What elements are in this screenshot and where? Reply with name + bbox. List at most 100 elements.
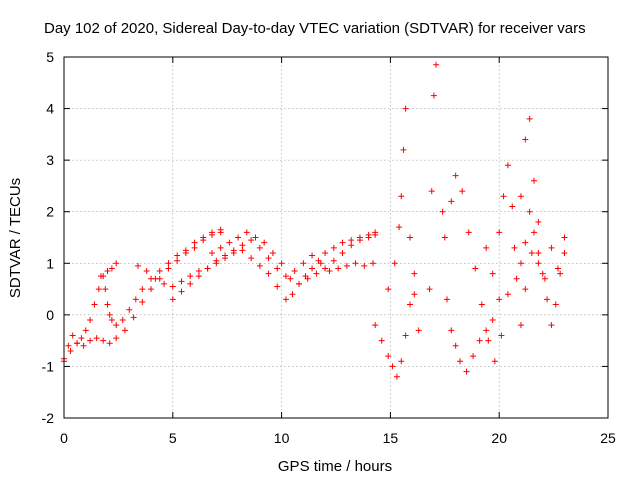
- data-point: [441, 234, 448, 241]
- data-point: [496, 229, 503, 236]
- data-point: [348, 237, 355, 244]
- y-tick-label: 0: [46, 307, 54, 323]
- data-point: [470, 353, 477, 360]
- x-tick-label: 0: [60, 430, 68, 446]
- data-point: [239, 247, 246, 254]
- data-point: [531, 177, 538, 184]
- data-point: [463, 368, 470, 375]
- data-point: [191, 244, 198, 251]
- data-point: [522, 136, 529, 143]
- data-point: [182, 247, 189, 254]
- data-point: [195, 268, 202, 275]
- data-point: [472, 265, 479, 272]
- data-point: [548, 244, 555, 251]
- data-point: [165, 260, 172, 267]
- y-tick-label: 5: [46, 49, 54, 65]
- series-track-track-b: [61, 229, 224, 362]
- data-point: [78, 335, 85, 342]
- data-point: [361, 262, 368, 269]
- data-point: [100, 337, 107, 344]
- data-point: [528, 249, 535, 256]
- data-point: [108, 317, 115, 324]
- series-track-track-c: [97, 226, 224, 329]
- data-point: [322, 249, 329, 256]
- data-point: [222, 252, 229, 259]
- data-point: [389, 363, 396, 370]
- x-tick-label: 20: [491, 430, 507, 446]
- data-point: [439, 208, 446, 215]
- data-point: [104, 301, 111, 308]
- series-track-track-f: [208, 229, 379, 287]
- data-point: [554, 265, 561, 272]
- data-point: [87, 337, 94, 344]
- data-point: [526, 208, 533, 215]
- data-point: [108, 265, 115, 272]
- data-point: [80, 342, 87, 349]
- data-point: [169, 283, 176, 290]
- data-point: [187, 273, 194, 280]
- y-tick-label: 4: [46, 101, 54, 117]
- plot-frame: [63, 56, 609, 419]
- data-point: [67, 347, 74, 354]
- data-point: [217, 244, 224, 251]
- data-point: [148, 286, 155, 293]
- series-track-track-j: [441, 115, 542, 365]
- data-point: [195, 273, 202, 280]
- data-point: [369, 260, 376, 267]
- data-points: [61, 61, 568, 380]
- data-point: [102, 286, 109, 293]
- data-point: [104, 268, 111, 275]
- y-tick-label: 2: [46, 204, 54, 220]
- data-point: [330, 257, 337, 264]
- data-point: [452, 172, 459, 179]
- data-point: [478, 301, 485, 308]
- data-point: [261, 239, 268, 246]
- data-point: [428, 188, 435, 195]
- x-axis-title: GPS time / hours: [278, 458, 392, 475]
- data-point: [489, 317, 496, 324]
- data-point: [535, 249, 542, 256]
- data-point: [513, 275, 520, 282]
- series-track-track-g: [372, 270, 418, 380]
- data-point: [121, 327, 128, 334]
- data-point: [265, 270, 272, 277]
- data-point: [398, 358, 405, 365]
- data-point: [504, 162, 511, 169]
- data-point: [517, 260, 524, 267]
- data-point: [243, 229, 250, 236]
- data-point: [491, 358, 498, 365]
- data-point: [393, 373, 400, 380]
- data-point: [208, 249, 215, 256]
- data-point: [322, 265, 329, 272]
- data-point: [178, 288, 185, 295]
- x-tick-label: 10: [274, 430, 290, 446]
- data-point: [274, 265, 281, 272]
- data-point: [498, 332, 505, 339]
- data-point: [69, 332, 76, 339]
- data-point: [291, 268, 298, 275]
- data-point: [339, 239, 346, 246]
- data-point: [522, 239, 529, 246]
- data-point: [326, 268, 333, 275]
- data-point: [348, 242, 355, 249]
- data-point: [430, 92, 437, 99]
- data-point: [400, 146, 407, 153]
- data-point: [385, 353, 392, 360]
- data-point: [91, 301, 98, 308]
- data-point: [517, 193, 524, 200]
- y-tick-label: -2: [42, 410, 55, 426]
- data-point: [489, 270, 496, 277]
- data-point: [235, 234, 242, 241]
- data-point: [448, 327, 455, 334]
- data-point: [561, 234, 568, 241]
- data-point: [511, 244, 518, 251]
- data-point: [517, 322, 524, 329]
- data-point: [557, 270, 564, 277]
- data-point: [213, 257, 220, 264]
- data-point: [309, 265, 316, 272]
- series-track-track-i: [426, 61, 503, 375]
- data-point: [119, 317, 126, 324]
- grid: [64, 57, 608, 418]
- y-tick-label: 1: [46, 255, 54, 271]
